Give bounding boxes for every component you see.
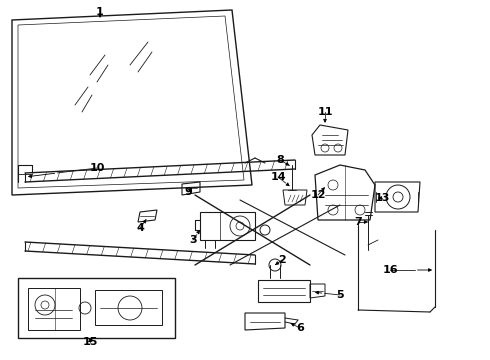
Text: 3: 3 — [189, 235, 197, 245]
Text: 6: 6 — [296, 323, 304, 333]
Text: 2: 2 — [278, 255, 286, 265]
Text: 5: 5 — [336, 290, 344, 300]
Text: 1: 1 — [96, 7, 104, 17]
Text: 4: 4 — [136, 223, 144, 233]
Text: 7: 7 — [354, 217, 362, 227]
Text: 13: 13 — [374, 193, 390, 203]
Text: 11: 11 — [317, 107, 333, 117]
Text: 10: 10 — [89, 163, 105, 173]
Text: 9: 9 — [184, 187, 192, 197]
Text: 16: 16 — [382, 265, 398, 275]
Text: 14: 14 — [270, 172, 286, 182]
Text: 12: 12 — [310, 190, 326, 200]
Text: 15: 15 — [82, 337, 98, 347]
Text: 8: 8 — [276, 155, 284, 165]
